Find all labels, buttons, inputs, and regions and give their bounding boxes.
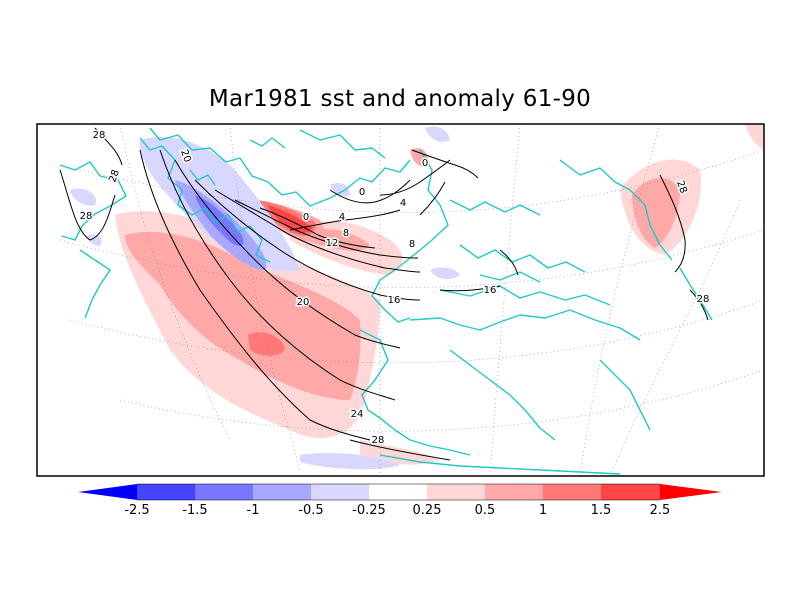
- colorbar-label: 1.5: [591, 503, 612, 518]
- colorbar: -2.5 -1.5 -1 -0.5 -0.25 0.25 0.5 1 1.5 2…: [78, 483, 722, 518]
- colorbar-label: -2.5: [124, 503, 149, 518]
- map-title: Mar1981 sst and anomaly 61-90: [208, 86, 592, 112]
- colorbar-box: [369, 484, 427, 500]
- contour-label: 20: [297, 297, 310, 308]
- colorbar-label: -0.25: [352, 503, 386, 518]
- colorbar-label: 0.5: [475, 503, 496, 518]
- graticule: [59, 124, 764, 476]
- contour-label: 28: [80, 211, 93, 222]
- colorbar-high-arrow: [660, 484, 722, 500]
- contour-label: 16: [484, 285, 497, 296]
- contour-label: 4: [400, 198, 406, 209]
- colorbar-box: [601, 484, 660, 500]
- contour-label: 8: [343, 228, 349, 239]
- colorbar-low-arrow: [78, 484, 137, 500]
- colorbar-box: [137, 484, 195, 500]
- contour-label: 12: [326, 238, 339, 249]
- coastlines: [59, 127, 713, 475]
- colorbar-label: 2.5: [650, 503, 671, 518]
- contour-label: 24: [351, 409, 364, 420]
- colorbar-box: [195, 484, 253, 500]
- contour-label: 28: [93, 130, 106, 141]
- colorbar-label: 0.25: [413, 503, 442, 518]
- colorbar-box: [427, 484, 485, 500]
- colorbar-box: [311, 484, 369, 500]
- contour-label: 0: [422, 158, 428, 169]
- colorbar-label: -1.5: [182, 503, 207, 518]
- contour-label: 16: [388, 295, 401, 306]
- colorbar-label: 1: [539, 503, 547, 518]
- colorbar-box: [543, 484, 601, 500]
- contour-label: 0: [359, 187, 365, 198]
- contour-label: 8: [409, 239, 415, 250]
- contour-label: 28: [697, 294, 710, 305]
- colorbar-label: -1: [247, 503, 260, 518]
- contour-label: 28: [372, 435, 385, 446]
- contour-label: 4: [339, 212, 345, 223]
- colorbar-box: [253, 484, 311, 500]
- sst-contours: [59, 127, 709, 461]
- map-frame: [36, 123, 765, 477]
- colorbar-label: -0.5: [298, 503, 323, 518]
- colorbar-box: [485, 484, 543, 500]
- contour-label: 0: [303, 212, 309, 223]
